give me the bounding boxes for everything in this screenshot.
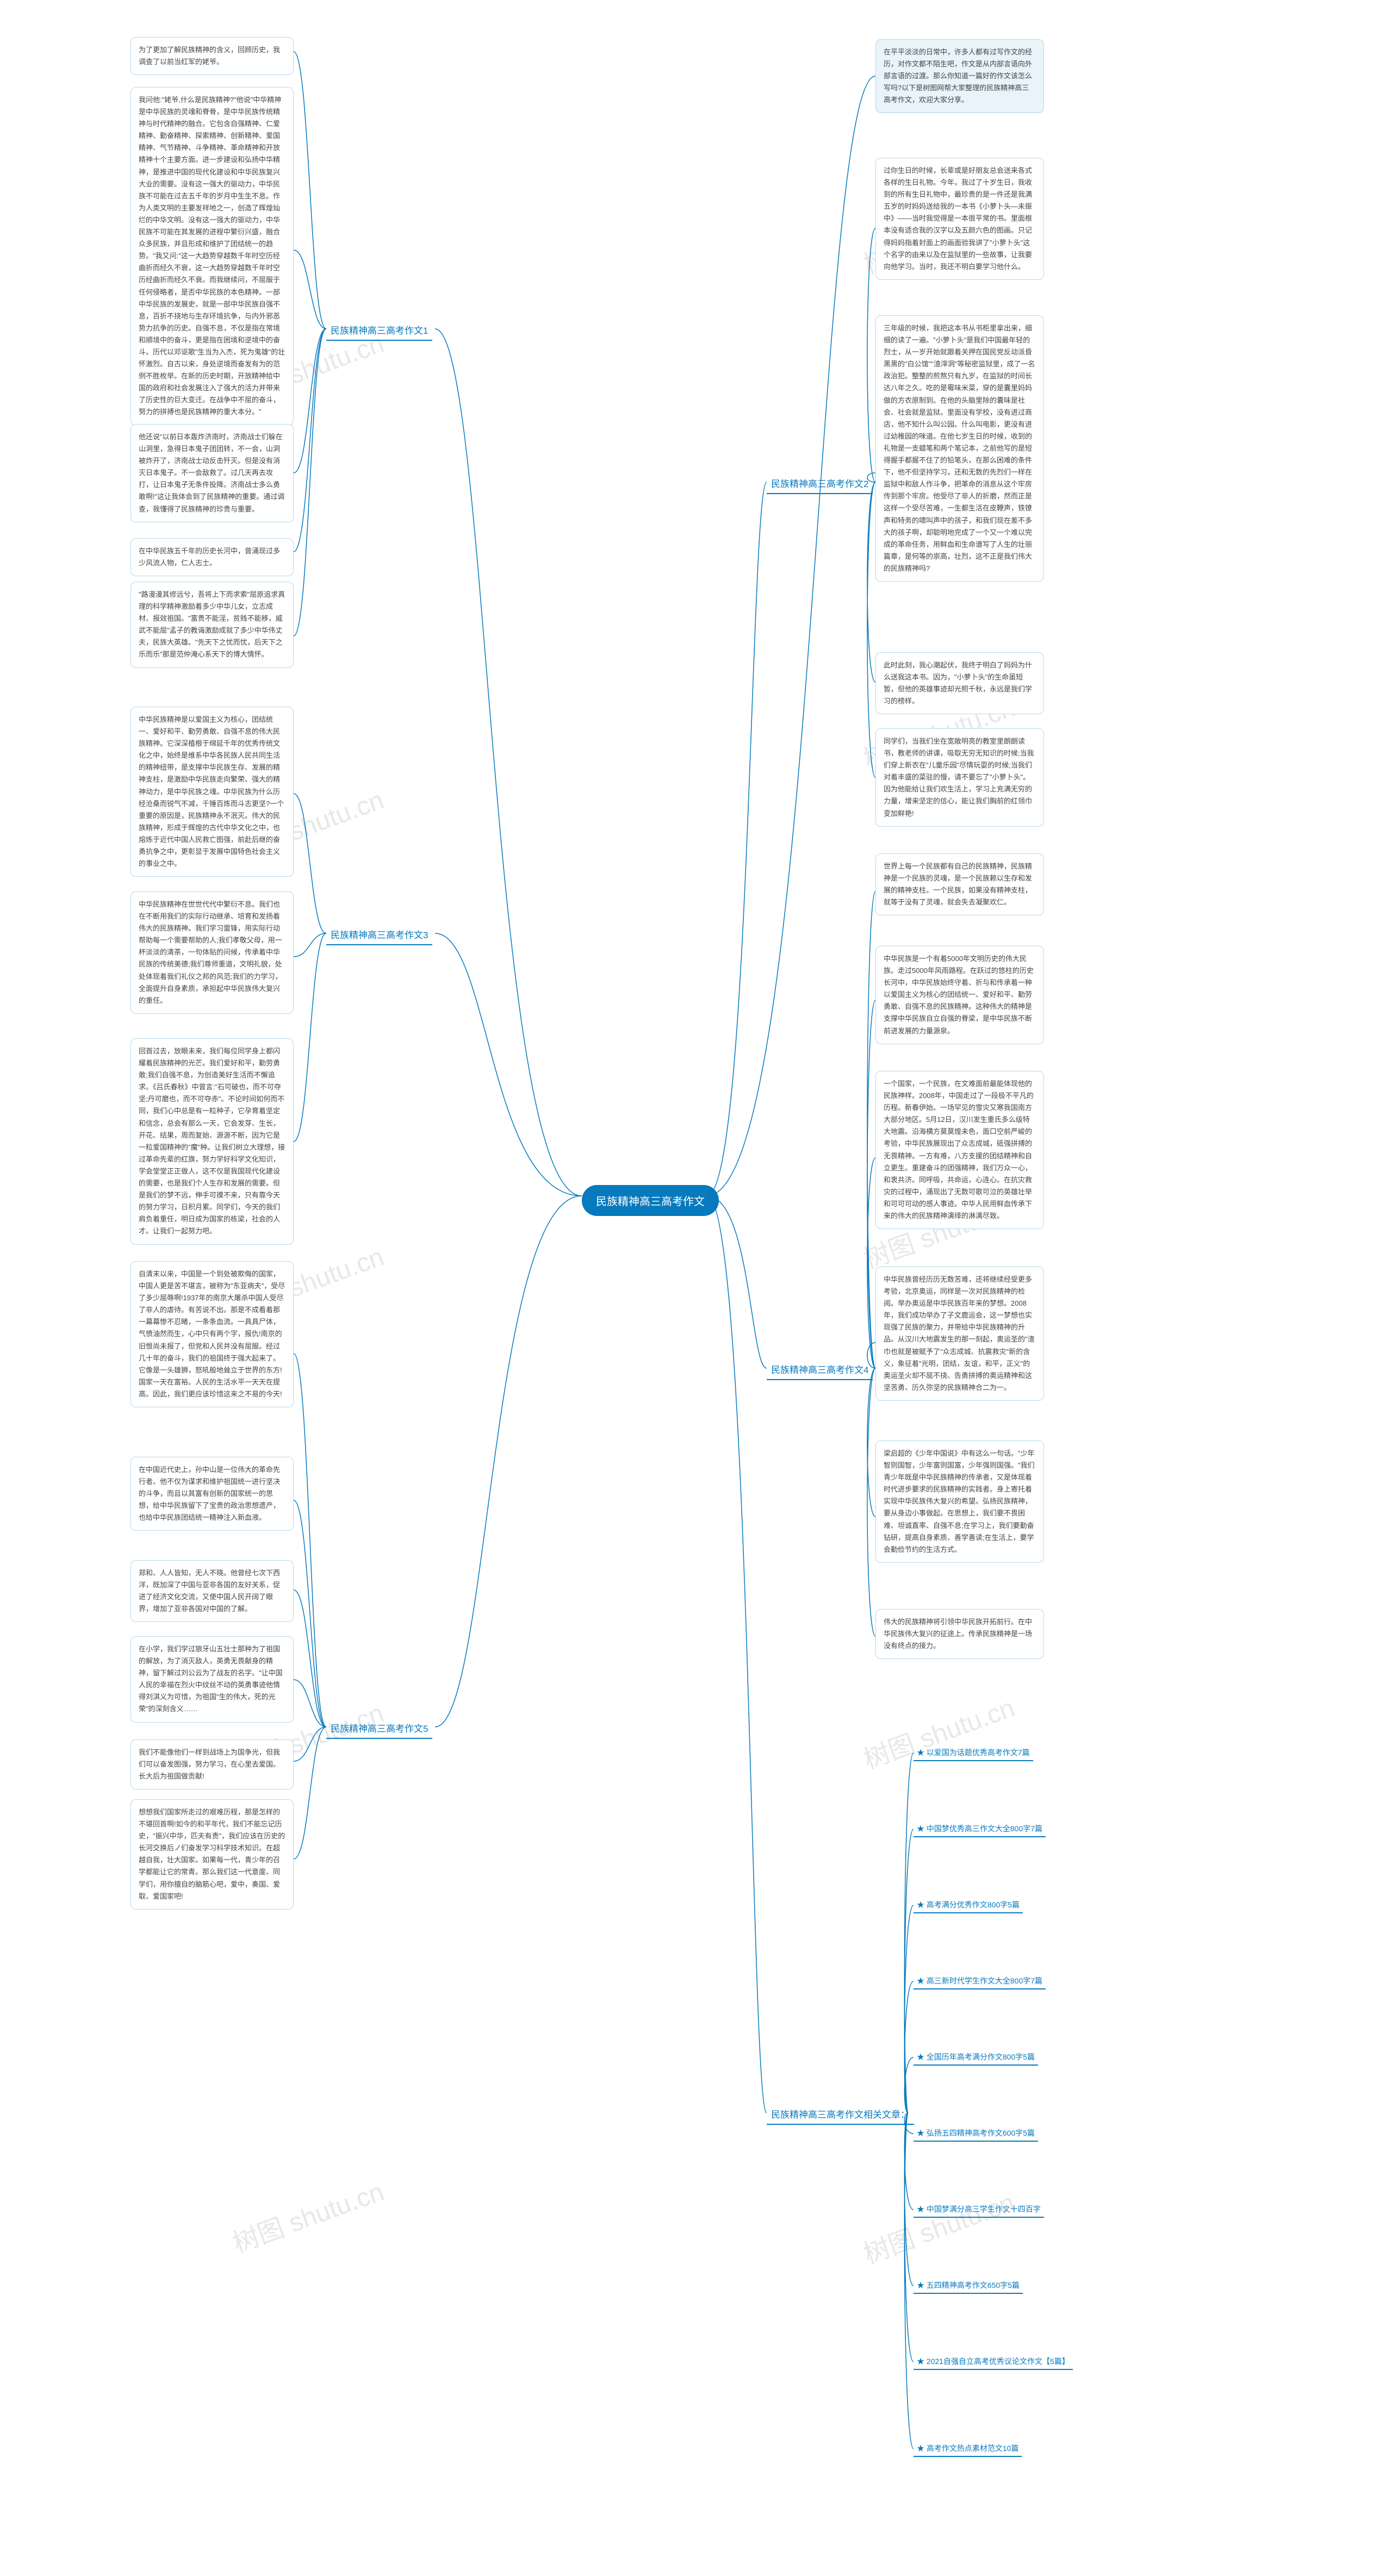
leaf-node[interactable]: 一个国家，一个民族，在文难面前最能体现他的民族神样。2008年，中国走过了一段极… [875, 1071, 1044, 1229]
leaf-node[interactable]: 三年级的时候，我把这本书从书柜里拿出来，细细的读了一遍。"小萝卜头"是我们中国最… [875, 315, 1044, 582]
leaf-node[interactable]: 在中国近代史上，孙中山是一位伟大的革命先行者。他不仅为谋求和维护祖国统一进行坚决… [130, 1457, 294, 1531]
leaf-node[interactable]: 同学们，当我们坐在宽敞明亮的教室里朗朗读书，教老师的讲课，吸取无穷无知识的时候;… [875, 728, 1044, 827]
branch-label[interactable]: 民族精神高三高考作文5 [326, 1718, 432, 1739]
leaf-node[interactable]: 在小学，我们学过狼牙山五壮士那种为了祖国的解放，为了消灭敌人，英勇无畏献身的精神… [130, 1636, 294, 1723]
related-article-link[interactable]: ★ 以爱国为话题优秀高考作文7篇 [913, 1745, 1033, 1761]
intro-node[interactable]: 在平平淡淡的日常中，许多人都有过写作文的经历，对作文都不陌生吧，作文是从内部言语… [875, 39, 1044, 113]
leaf-node[interactable]: 此时此刻，我心潮起伏，我终于明白了妈妈为什么送我这本书。因为，"小萝卜头"的生命… [875, 652, 1044, 714]
leaf-node[interactable]: 为了更加了解民族精神的含义，回顾历史，我调查了以前当红军的姥爷。 [130, 37, 294, 75]
leaf-node[interactable]: 中华民族精神是以爱国主义为核心，团结统一、爱好和平、勤劳勇敢、自强不息的伟大民族… [130, 707, 294, 877]
leaf-node[interactable]: 中华民族曾经历历无数苦难，还将继续经受更多考验，北京奥运，同样是一次对民族精神的… [875, 1267, 1044, 1401]
leaf-node[interactable]: 我问他:"姥爷,什么是民族精神?"他说"中华精神是中华民族的灵魂和脊骨，是中华民… [130, 87, 294, 426]
related-article-link[interactable]: ★ 高考满分优秀作文800字5篇 [913, 1897, 1023, 1913]
leaf-node[interactable]: 自清末以来，中国是一个到处被欺侮的国家，中国人更是苦不堪言，被称为"东亚病夫"，… [130, 1261, 294, 1407]
leaf-node[interactable]: 想想我们国家所走过的艰难历程，那是怎样的不堪回首啊!如今的和平年代，我们不能忘记… [130, 1799, 294, 1910]
watermark: 树图 shutu.cn [857, 2181, 1019, 2271]
leaf-node[interactable]: 伟大的民族精神将引领中华民族开拓前行。在中华民族伟大复兴的征途上。传承民族精神是… [875, 1609, 1044, 1659]
leaf-node[interactable]: 世界上每一个民族都有自己的民族精神，民族精神是一个民族的灵魂，是一个民族赖以生存… [875, 853, 1044, 915]
leaf-node[interactable]: 回首过去，放眼未来，我们每位同学身上都闪耀着民族精神的光芒。我们爱好和平，勤劳勇… [130, 1038, 294, 1245]
leaf-node[interactable]: 我们不能像他们一样到战场上为国争光，但我们可以奋发图强，努力学习，在心里去爱国。… [130, 1739, 294, 1789]
related-article-link[interactable]: ★ 中国梦优秀高三作文大全800字7篇 [913, 1821, 1046, 1837]
branch-label[interactable]: 民族精神高三高考作文相关文章： [767, 2104, 914, 2125]
leaf-node[interactable]: 中华民族精神在世世代代中繁衍不息。我们也在不断用我们的实际行动继承、培育和发扬着… [130, 891, 294, 1014]
related-article-link[interactable]: ★ 2021自强自立高考优秀议论文作文【5篇】 [913, 2354, 1073, 2370]
leaf-node[interactable]: 梁启超的《少年中国说》中有这么一句话。"少年智则国智，少年富则国富，少年强则国强… [875, 1440, 1044, 1563]
related-article-link[interactable]: ★ 弘扬五四精神高考作文600字5篇 [913, 2125, 1038, 2142]
center-node[interactable]: 民族精神高三高考作文 [582, 1185, 719, 1216]
branch-label[interactable]: 民族精神高三高考作文3 [326, 924, 432, 945]
related-article-link[interactable]: ★ 中国梦满分高三学生作文十四百字 [913, 2201, 1044, 2218]
leaf-node[interactable]: 过你生日的时候，长辈或是好朋友总会送来各式各样的生日礼物。今年，我过了十岁生日，… [875, 158, 1044, 280]
branch-label[interactable]: 民族精神高三高考作文1 [326, 320, 432, 341]
related-article-link[interactable]: ★ 高三新时代学生作文大全800字7篇 [913, 1973, 1046, 1989]
related-article-link[interactable]: ★ 全国历年高考满分作文800字5篇 [913, 2049, 1038, 2066]
branch-label[interactable]: 民族精神高三高考作文4 [767, 1359, 873, 1380]
related-article-link[interactable]: ★ 高考作文热点素材范文10篇 [913, 2441, 1022, 2457]
leaf-node[interactable]: 中华民族是一个有着5000年文明历史的伟大民族。走过5000年风雨路程。在跃过的… [875, 946, 1044, 1044]
related-article-link[interactable]: ★ 五四精神高考作文650字5篇 [913, 2278, 1023, 2294]
leaf-node[interactable]: "路漫漫其修远兮，吾将上下而求索"屈原追求真理的科学精神激励着多少中华儿女，立志… [130, 582, 294, 668]
branch-label[interactable]: 民族精神高三高考作文2 [767, 473, 873, 494]
watermark: 树图 shutu.cn [857, 1686, 1019, 1776]
leaf-node[interactable]: 他还说"以前日本轰炸济南时，济南战士们躲在山洞里，急得日本鬼子团团转，不一会，山… [130, 424, 294, 522]
leaf-node[interactable]: 在中华民族五千年的历史长河中，曾涌现过多少风流人物，仁人志士。 [130, 538, 294, 576]
watermark: 树图 shutu.cn [227, 2170, 388, 2260]
leaf-node[interactable]: 郑和、人人皆知，无人不晓。他曾经七次下西洋，既加深了中国与亚非各国的友好关系，促… [130, 1560, 294, 1622]
